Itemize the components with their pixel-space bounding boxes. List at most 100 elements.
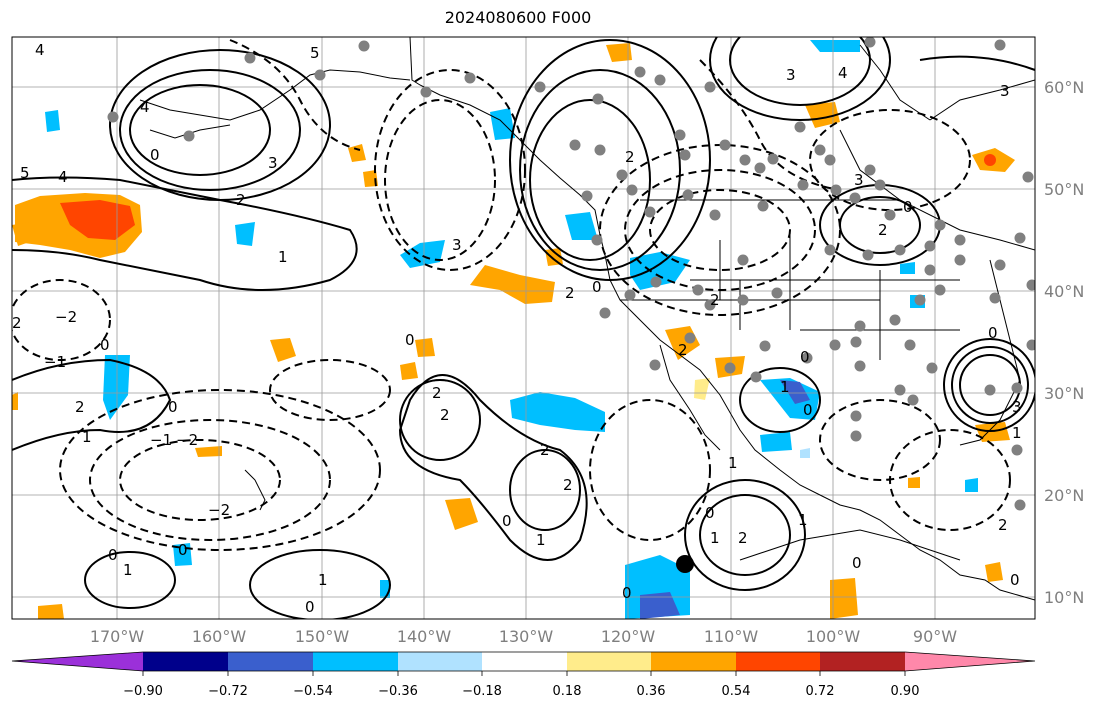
svg-text:0: 0 — [108, 546, 118, 564]
svg-text:4: 4 — [838, 64, 848, 82]
svg-text:90°W: 90°W — [913, 627, 957, 646]
svg-text:2: 2 — [738, 529, 748, 547]
black-marker — [676, 555, 694, 573]
svg-text:0: 0 — [800, 348, 810, 366]
svg-text:0: 0 — [305, 598, 315, 616]
svg-text:−0.90: −0.90 — [123, 684, 163, 699]
svg-text:20°N: 20°N — [1044, 486, 1084, 505]
svg-text:1: 1 — [1012, 424, 1022, 442]
svg-text:2: 2 — [12, 314, 22, 332]
svg-text:0: 0 — [592, 278, 602, 296]
dashed-contours — [12, 39, 1011, 551]
svg-text:1: 1 — [710, 529, 720, 547]
colorbar-segment — [228, 652, 313, 671]
svg-text:0.36: 0.36 — [637, 684, 666, 699]
svg-text:2: 2 — [75, 398, 85, 416]
latitude-labels: 60°N 50°N 40°N 30°N 20°N 10°N — [1044, 78, 1084, 607]
svg-text:1: 1 — [82, 428, 92, 446]
svg-text:0.72: 0.72 — [806, 684, 835, 699]
svg-text:−2: −2 — [176, 431, 198, 449]
svg-text:0: 0 — [622, 584, 632, 602]
contour-labels: 4 5 4 5 4 0 3 2 1 3 2 0 2 3 4 3 3 0 2 −2… — [12, 41, 1022, 616]
colorbar-segment — [313, 652, 398, 671]
svg-text:0.54: 0.54 — [722, 684, 751, 699]
svg-text:150°W: 150°W — [295, 627, 350, 646]
svg-text:2: 2 — [710, 291, 720, 309]
svg-text:0: 0 — [803, 401, 813, 419]
svg-text:0: 0 — [705, 504, 715, 522]
svg-text:1: 1 — [318, 571, 328, 589]
svg-text:3: 3 — [1012, 398, 1022, 416]
svg-text:0: 0 — [168, 398, 178, 416]
svg-text:2: 2 — [878, 221, 888, 239]
svg-text:1: 1 — [798, 511, 808, 529]
svg-text:−0.72: −0.72 — [208, 684, 248, 699]
svg-text:1: 1 — [780, 378, 790, 396]
colorbar-arrow-right — [905, 652, 1035, 671]
svg-text:0: 0 — [852, 554, 862, 572]
chart-title: 2024080600 F000 — [444, 8, 592, 27]
svg-text:110°W: 110°W — [704, 627, 759, 646]
svg-text:160°W: 160°W — [192, 627, 247, 646]
svg-text:2: 2 — [540, 441, 550, 459]
svg-text:130°W: 130°W — [499, 627, 554, 646]
svg-text:2: 2 — [678, 341, 688, 359]
svg-text:−1: −1 — [150, 431, 172, 449]
svg-text:10°N: 10°N — [1044, 588, 1084, 607]
svg-text:140°W: 140°W — [397, 627, 452, 646]
svg-text:120°W: 120°W — [601, 627, 656, 646]
svg-text:0: 0 — [903, 198, 913, 216]
svg-text:5: 5 — [310, 44, 320, 62]
svg-text:2: 2 — [236, 191, 246, 209]
station-markers — [107, 37, 1035, 511]
svg-text:3: 3 — [854, 171, 864, 189]
colorbar-segment — [820, 652, 905, 671]
svg-text:0: 0 — [405, 331, 415, 349]
svg-text:5: 5 — [20, 164, 30, 182]
svg-text:4: 4 — [140, 98, 150, 116]
shaded-fields — [12, 40, 1015, 619]
svg-text:0: 0 — [988, 324, 998, 342]
svg-text:1: 1 — [728, 454, 738, 472]
svg-text:100°W: 100°W — [806, 627, 861, 646]
colorbar-segment — [398, 652, 482, 671]
svg-text:0.18: 0.18 — [553, 684, 582, 699]
svg-text:3: 3 — [786, 66, 796, 84]
longitude-labels: 170°W 160°W 150°W 140°W 130°W 120°W 110°… — [90, 627, 957, 646]
svg-text:2: 2 — [563, 476, 573, 494]
svg-text:0.90: 0.90 — [891, 684, 920, 699]
svg-text:30°N: 30°N — [1044, 384, 1084, 403]
svg-text:50°N: 50°N — [1044, 180, 1084, 199]
colorbar: −0.90 −0.72 −0.54 −0.36 −0.18 0.18 0.36 … — [11, 651, 1036, 699]
svg-text:3: 3 — [452, 236, 462, 254]
svg-text:0: 0 — [150, 146, 160, 164]
svg-text:170°W: 170°W — [90, 627, 145, 646]
svg-text:1: 1 — [123, 561, 133, 579]
svg-text:−1: −1 — [44, 353, 66, 371]
colorbar-segment — [567, 652, 651, 671]
svg-text:0: 0 — [1010, 571, 1020, 589]
svg-text:0: 0 — [502, 512, 512, 530]
svg-text:2: 2 — [998, 516, 1008, 534]
svg-text:4: 4 — [58, 168, 68, 186]
svg-text:2: 2 — [440, 406, 450, 424]
svg-text:1: 1 — [278, 248, 288, 266]
svg-text:2: 2 — [625, 148, 635, 166]
plot-area — [12, 37, 1035, 619]
svg-text:3: 3 — [268, 154, 278, 172]
colorbar-tick-labels: −0.90 −0.72 −0.54 −0.36 −0.18 0.18 0.36 … — [123, 684, 919, 699]
svg-text:−2: −2 — [208, 501, 230, 519]
colorbar-segment — [736, 652, 820, 671]
svg-text:3: 3 — [1000, 82, 1010, 100]
solid-contours — [12, 37, 1035, 619]
svg-text:4: 4 — [35, 41, 45, 59]
svg-text:40°N: 40°N — [1044, 282, 1084, 301]
svg-text:2: 2 — [432, 384, 442, 402]
svg-text:2: 2 — [565, 284, 575, 302]
svg-text:60°N: 60°N — [1044, 78, 1084, 97]
colorbar-segment — [143, 652, 228, 671]
svg-text:0: 0 — [100, 336, 110, 354]
colorbar-segment — [482, 652, 567, 671]
colorbar-arrow-left — [12, 652, 143, 671]
